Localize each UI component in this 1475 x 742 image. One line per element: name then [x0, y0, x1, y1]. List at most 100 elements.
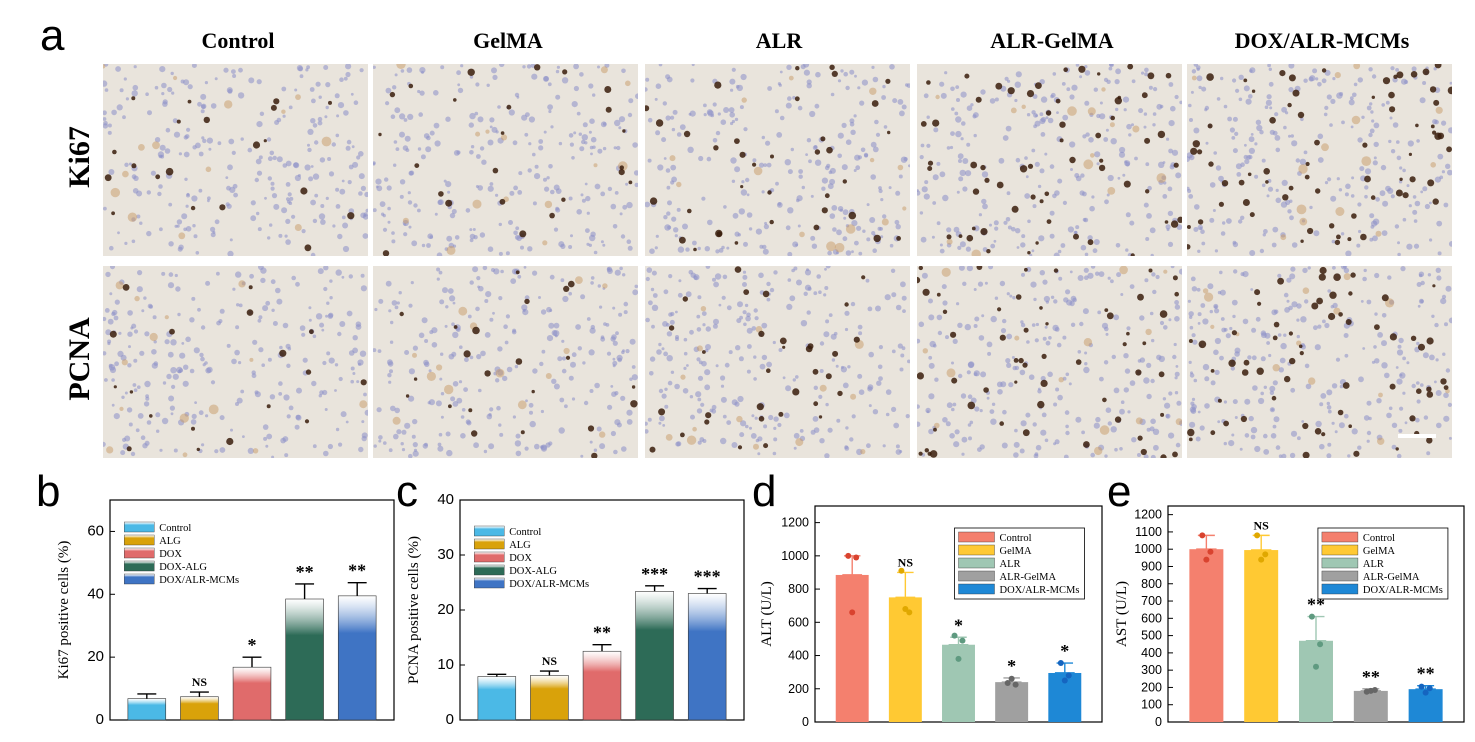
data-point — [1004, 679, 1011, 686]
significance-label: NS — [898, 555, 914, 569]
bar-alg — [180, 696, 219, 721]
significance-label: *** — [641, 564, 668, 584]
legend-entry: GelMA — [1363, 546, 1395, 557]
legend-swatch — [1321, 544, 1359, 556]
data-point — [1065, 672, 1072, 679]
bar-dox — [232, 666, 272, 721]
scale-bar — [1398, 434, 1436, 438]
bar-dox-alg — [285, 598, 324, 721]
chart-d-svg: 0 200 400 600 800 1000 1200 ALT (U/L) NS * * * Contr… — [759, 505, 1103, 729]
bar-alr-gelma — [1353, 690, 1388, 722]
legend-swatch — [123, 521, 155, 533]
data-point — [906, 609, 913, 616]
row-header-ki67: Ki67 — [63, 126, 96, 188]
data-point — [1426, 685, 1433, 692]
significance-label: ** — [296, 562, 314, 582]
y-tick-label: 0 — [802, 715, 809, 729]
y-tick-label: 300 — [1141, 663, 1162, 677]
significance-label: ** — [348, 561, 366, 581]
data-point — [1308, 613, 1315, 620]
y-tick-label: 900 — [1141, 559, 1162, 573]
y-tick-label: 0 — [446, 711, 454, 728]
chart-d-alt: 0 200 400 600 800 1000 1200 ALT (U/L) NS * * * Contr… — [755, 470, 1110, 737]
micrograph-pcna-3 — [645, 266, 910, 458]
significance-label: ** — [1417, 664, 1435, 684]
y-tick-label: 200 — [788, 682, 809, 696]
chart-e-svg: 0 100 200 300 400 500 600 700 800 900 1000 1100 1200… — [1114, 505, 1465, 729]
legend-swatch — [123, 534, 155, 546]
data-point — [898, 567, 905, 574]
y-tick-label: 400 — [788, 649, 809, 663]
data-point — [1418, 683, 1425, 690]
legend-swatch — [1321, 531, 1359, 543]
chart-e-ast: 0 100 200 300 400 500 600 700 800 900 1000 1100 1200… — [1110, 470, 1472, 737]
significance-label: * — [954, 615, 963, 635]
column-header-control: Control — [201, 28, 275, 53]
y-tick-label: 60 — [87, 522, 104, 539]
bar-dox — [582, 650, 622, 721]
legend-entry: DOX — [159, 549, 182, 560]
data-point — [853, 554, 860, 561]
y-axis-label: Ki67 positive cells (%) — [56, 541, 72, 680]
y-tick-label: 100 — [1141, 698, 1162, 712]
legend-swatch — [473, 525, 505, 537]
significance-label: ** — [1362, 667, 1380, 687]
column-header-gelma: GelMA — [473, 28, 543, 53]
data-point — [1203, 556, 1210, 563]
data-point — [849, 609, 856, 616]
micrograph-pcna-1 — [103, 266, 368, 458]
y-tick-label: 10 — [437, 656, 454, 673]
bar-control — [477, 676, 517, 721]
panel-label-d: d — [752, 467, 777, 516]
data-point — [951, 632, 958, 639]
y-tick-label: 800 — [788, 582, 809, 596]
bar-gelma — [888, 597, 922, 722]
legend-swatch — [473, 577, 505, 589]
significance-label: ** — [593, 623, 611, 643]
micrograph-ki67-1 — [103, 64, 368, 256]
y-tick-label: 30 — [437, 546, 454, 563]
data-point — [1061, 677, 1068, 684]
y-tick-label: 1200 — [781, 516, 809, 530]
bar-control — [835, 574, 869, 722]
micrograph-pcna-5 — [1187, 266, 1452, 458]
y-tick-label: 0 — [1155, 715, 1162, 729]
legend-entry: Control — [159, 523, 191, 534]
significance-label: NS — [1254, 518, 1270, 532]
data-point — [959, 637, 966, 644]
legend-entry: ALR-GelMA — [1363, 572, 1420, 583]
panel-label-c: c — [396, 467, 418, 516]
significance-label: NS — [542, 654, 558, 668]
bar-gelma — [1244, 550, 1279, 722]
significance-label: * — [1007, 656, 1016, 676]
legend: Control ALG DOX DOX-ALG DOX/ALR-MCMs — [123, 521, 239, 586]
legend-swatch — [958, 557, 995, 569]
bar-alg — [530, 675, 569, 721]
column-header-alr: ALR — [755, 28, 803, 53]
y-tick-label: 40 — [437, 491, 454, 508]
column-header-dox-alr-mcms: DOX/ALR-MCMs — [1234, 28, 1410, 53]
panel-label-b: b — [36, 467, 61, 516]
legend-swatch — [473, 538, 505, 550]
bar-dox-alr-mcms — [687, 593, 727, 721]
y-tick-label: 1000 — [1134, 542, 1162, 556]
y-tick-label: 600 — [788, 615, 809, 629]
data-point — [902, 606, 909, 613]
significance-label: *** — [694, 567, 721, 587]
data-point — [1008, 675, 1015, 682]
micrograph-pcna-4 — [917, 266, 1182, 458]
y-tick-label: 1100 — [1135, 525, 1162, 539]
legend-swatch — [958, 544, 995, 556]
micrograph-ki67-5 — [1187, 64, 1452, 256]
significance-label: * — [1060, 641, 1069, 661]
bar-control — [1189, 549, 1224, 722]
legend: Control ALG DOX DOX-ALG DOX/ALR-MCMs — [473, 525, 589, 590]
legend-entry: ALR — [1000, 559, 1021, 570]
data-point — [1258, 556, 1265, 563]
legend-entry: Control — [509, 527, 541, 538]
legend-swatch — [473, 551, 505, 563]
row-header-pcna: PCNA — [63, 317, 96, 401]
y-tick-label: 700 — [1141, 594, 1162, 608]
legend-entry: DOX/ALR-MCMs — [509, 579, 589, 590]
legend-entry: Control — [1000, 533, 1032, 544]
